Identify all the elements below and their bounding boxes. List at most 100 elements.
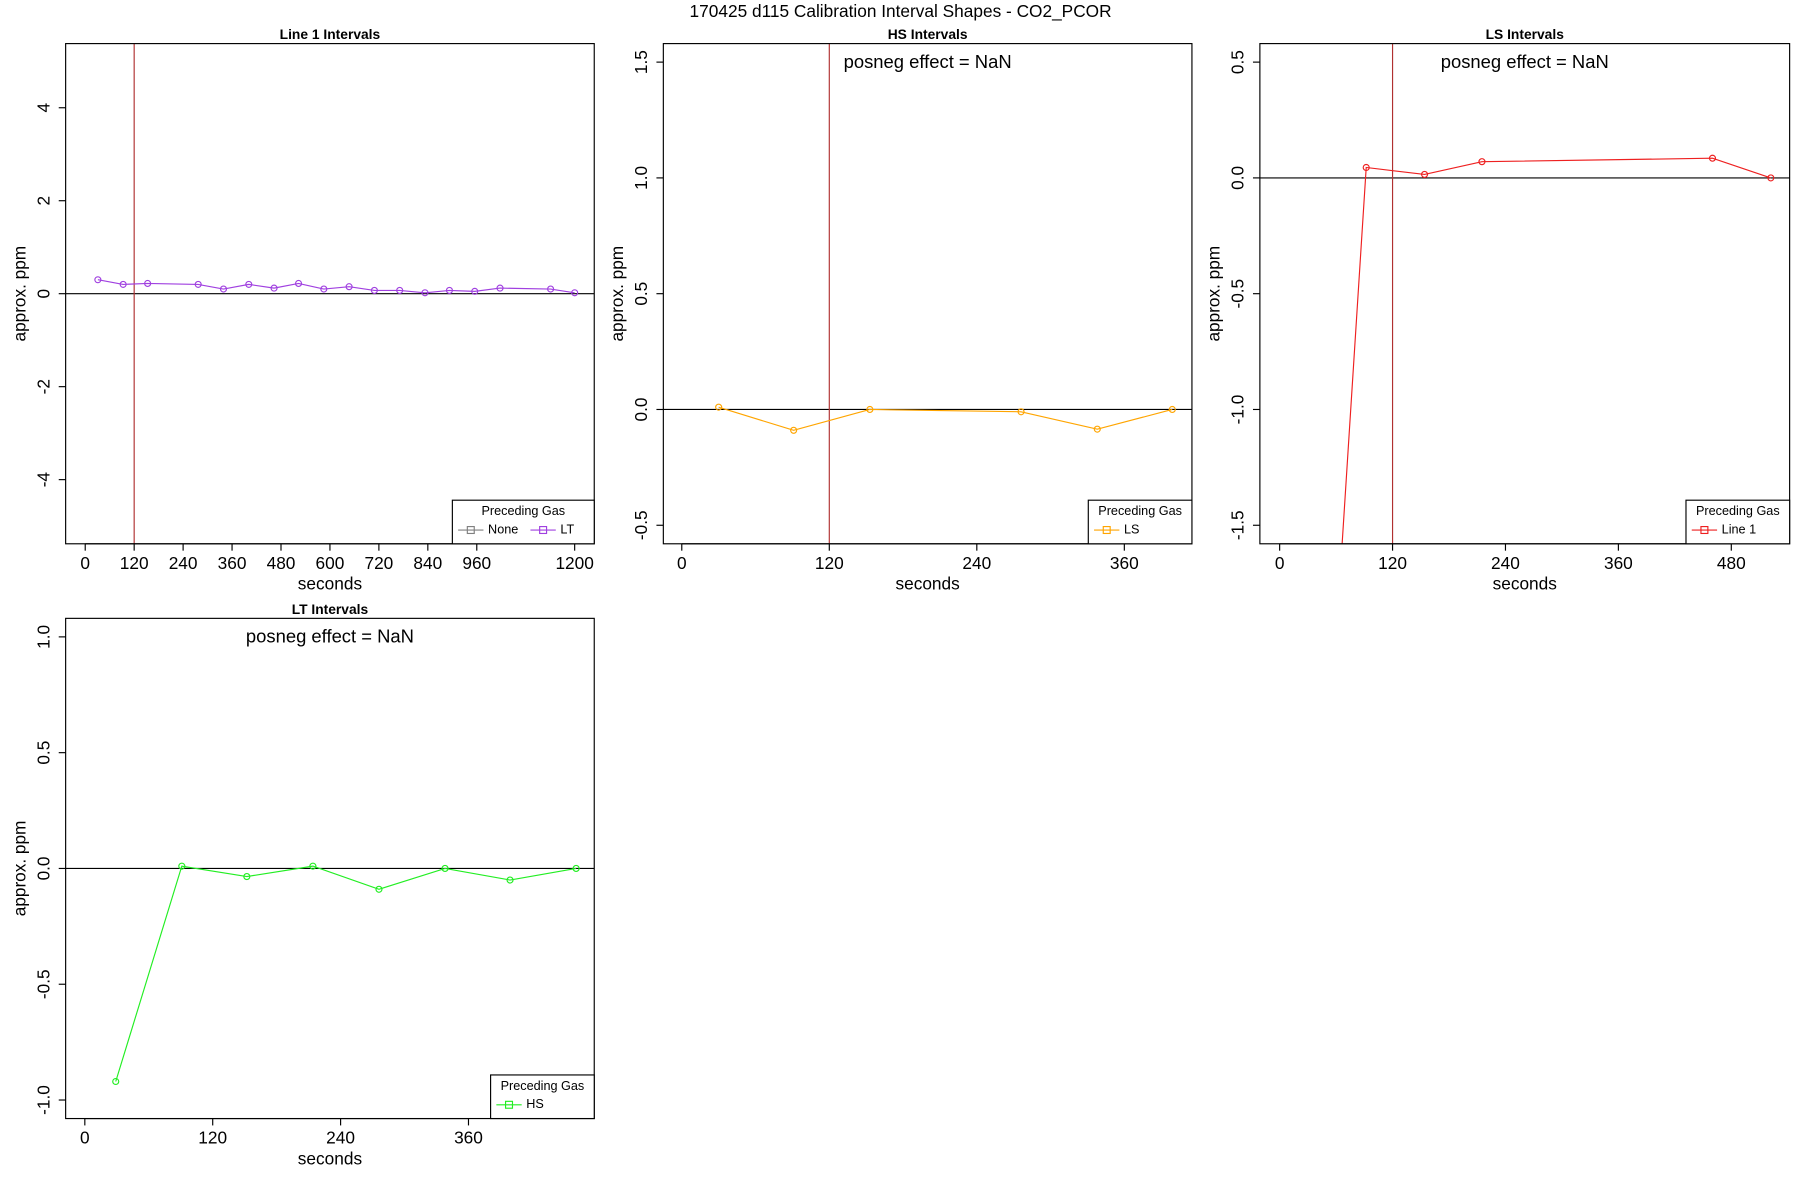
data-point (219, 285, 228, 293)
y-tick-label: 0.5 (33, 741, 53, 765)
x-tick-label: 120 (198, 1128, 227, 1148)
data-point (1017, 408, 1025, 416)
x-tick-label: 240 (1491, 553, 1520, 573)
y-axis-label: approx. ppm (607, 246, 627, 342)
data-point (245, 280, 253, 288)
data-point (345, 283, 353, 291)
legend-label: HS (526, 1097, 544, 1111)
y-axis-label: approx. ppm (9, 246, 29, 342)
y-tick-label: -1.5 (1228, 510, 1248, 540)
y-tick-label: -0.5 (33, 969, 53, 999)
legend-marker (1102, 526, 1111, 535)
legend-marker (539, 526, 548, 535)
x-tick-label: 360 (218, 553, 247, 573)
x-tick-label: 0 (80, 1128, 90, 1148)
y-tick-label: 0.0 (33, 856, 53, 880)
legend-marker (466, 526, 475, 535)
data-point (94, 276, 102, 284)
data-point (243, 872, 251, 881)
legend: Preceding Gas None LT (451, 499, 595, 545)
data-point (1362, 163, 1370, 172)
y-tick-label: 0.0 (1228, 166, 1248, 190)
data-point (320, 285, 328, 293)
x-tick-label: 240 (326, 1128, 355, 1148)
legend-label: Line 1 (1722, 522, 1756, 536)
panel-title: HS Intervals (888, 27, 968, 42)
y-axis-label: approx. ppm (9, 821, 29, 917)
plot-frame (662, 43, 1193, 545)
x-axis-label: seconds (1493, 574, 1557, 594)
x-tick-label: 240 (962, 553, 991, 573)
y-tick-label: 0.5 (1228, 50, 1248, 74)
legend-box (1685, 499, 1791, 545)
plot-area (1259, 43, 1790, 1038)
legend-box (1087, 499, 1193, 545)
x-tick-label: 600 (316, 553, 345, 573)
y-tick-label: -0.5 (631, 510, 651, 540)
plot-area (663, 43, 1192, 544)
legend-marker (504, 1100, 514, 1109)
y-tick-label: 0 (33, 289, 53, 299)
figure-title: 170425 d115 Calibration Interval Shapes … (690, 1, 1112, 21)
legend-title: Preceding Gas (1098, 504, 1182, 518)
series-line (718, 406, 1173, 431)
panel: LS Intervals 0 120 240 360 480 -1.5 -1.0 -0.5 0.0… (1203, 27, 1791, 1038)
legend: Preceding Gas Line 1 (1685, 499, 1791, 545)
legend-label: LT (560, 522, 574, 536)
x-tick-label: 240 (169, 553, 198, 573)
data-point (1168, 405, 1176, 414)
y-tick-label: -1.0 (33, 1085, 53, 1115)
data-point (370, 286, 378, 294)
y-tick-label: -2 (33, 379, 53, 394)
annotation: posneg effect = NaN (1441, 51, 1609, 72)
data-point (866, 405, 874, 414)
x-tick-label: 360 (1604, 553, 1633, 573)
x-tick-label: 120 (120, 553, 149, 573)
y-tick-label: 1.0 (631, 166, 651, 190)
legend-box (451, 499, 595, 545)
data-point (1308, 1032, 1314, 1038)
data-point (396, 286, 404, 294)
annotation: posneg effect = NaN (844, 51, 1012, 72)
legend-box (490, 1074, 595, 1120)
y-tick-label: 0.0 (631, 398, 651, 422)
series-line (115, 865, 577, 1082)
data-point (445, 286, 454, 294)
x-tick-label: 480 (267, 553, 296, 573)
legend: Preceding Gas LS (1087, 499, 1193, 545)
y-tick-label: 1.5 (631, 50, 651, 74)
annotation: posneg effect = NaN (246, 626, 414, 647)
data-point (194, 280, 202, 288)
x-axis-label: seconds (298, 574, 362, 594)
legend: Preceding Gas HS (490, 1074, 595, 1120)
x-tick-label: 360 (454, 1128, 483, 1148)
x-tick-label: 120 (1378, 553, 1407, 573)
plot-frame (1259, 43, 1791, 545)
panel-title: LT Intervals (292, 602, 369, 617)
x-tick-label: 0 (80, 553, 90, 573)
y-tick-label: -0.5 (1228, 279, 1248, 309)
x-tick-label: 480 (1717, 553, 1746, 573)
data-point (1767, 174, 1775, 182)
y-tick-label: -1.0 (1228, 395, 1248, 425)
legend-marker (1700, 526, 1709, 535)
data-point (790, 426, 798, 434)
x-tick-label: 960 (462, 553, 491, 573)
data-point (294, 279, 303, 288)
y-tick-label: -4 (33, 472, 53, 488)
data-point (270, 284, 278, 292)
data-point (178, 862, 186, 870)
y-tick-label: 4 (33, 103, 53, 113)
data-point (441, 864, 449, 873)
data-point (309, 862, 317, 870)
series-line (1341, 157, 1772, 544)
data-point (496, 284, 504, 292)
legend-title: Preceding Gas (481, 504, 565, 518)
data-point (715, 403, 723, 411)
y-tick-label: 1.0 (33, 625, 53, 649)
data-point (547, 285, 555, 293)
x-axis-label: seconds (298, 1148, 362, 1168)
y-axis-label: approx. ppm (1203, 246, 1223, 342)
